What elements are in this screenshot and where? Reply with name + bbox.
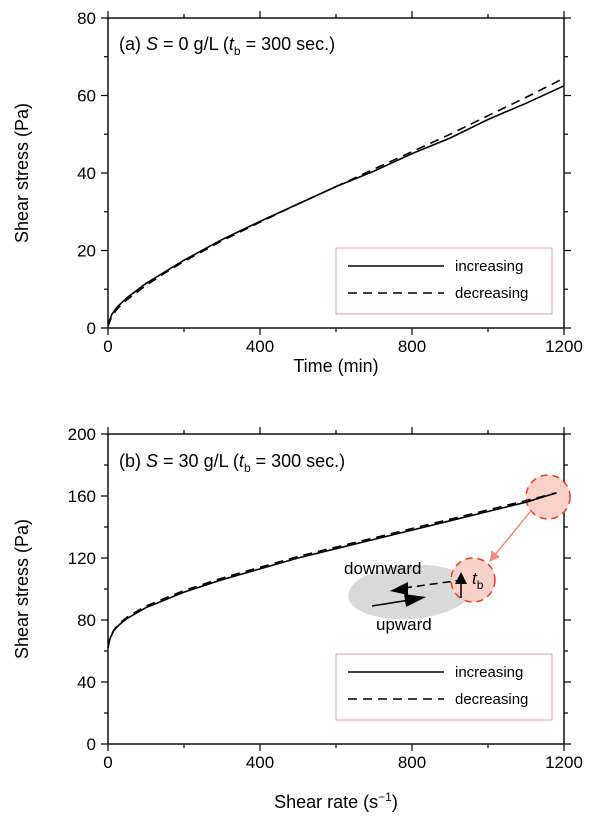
zoom-source-circle xyxy=(525,474,571,520)
panel-a-ylabel: Shear stress (Pa) xyxy=(12,103,32,243)
panel-b-title-var: S xyxy=(146,451,158,471)
panel-b-title-tail: = 300 sec.) xyxy=(251,451,346,471)
panel-a: 0 400 800 1200 0 20 40 60 80 (a) S = 0 g/L (tb =… xyxy=(12,9,583,376)
panel-b-ticks: 0 400 800 1200 0 40 80 120 160 200 xyxy=(68,425,583,772)
zoom-arrow xyxy=(489,511,531,562)
panel-a-title-tsub: b xyxy=(234,44,241,58)
panel-b-ylabel: Shear stress (Pa) xyxy=(12,519,32,659)
panel-a-title-eq: = 0 g/L ( xyxy=(158,34,229,54)
panel-b-title-tvar: t xyxy=(239,451,245,471)
panel-a-legend: increasing decreasing xyxy=(335,247,553,315)
panel-b-ytick-label: 160 xyxy=(68,487,96,506)
panel-b-legend-box xyxy=(335,653,553,721)
panel-a-xtick-label: 400 xyxy=(246,337,274,356)
zoom-target-circle xyxy=(450,557,496,603)
panel-b-title: (b) S = 30 g/L (tb = 300 sec.) xyxy=(119,451,345,475)
panel-b-title-label: (b) xyxy=(119,451,141,471)
panel-a-title-tail: = 300 sec.) xyxy=(241,34,336,54)
panel-b-legend-increasing: increasing xyxy=(455,664,523,681)
panel-b-series-increasing xyxy=(107,492,557,649)
downward-arrowhead xyxy=(390,582,408,595)
panel-a-title: (a) S = 0 g/L (tb = 300 sec.) xyxy=(119,34,335,58)
panel-a-legend-box xyxy=(335,247,553,315)
panel-a-title-tvar: t xyxy=(229,34,235,54)
panel-b-xlabel-tail: ) xyxy=(392,792,398,812)
annotation-tb-sub: b xyxy=(477,578,484,592)
panel-a-lines xyxy=(107,77,565,327)
panel-a-ytick-label: 60 xyxy=(77,87,96,106)
panel-b-xtick-label: 800 xyxy=(398,753,426,772)
panel-a-ticks: 0 400 800 1200 0 20 40 60 80 xyxy=(77,9,583,356)
panel-b-xlabel-sup: −1 xyxy=(378,790,392,804)
panel-a-ytick-label: 20 xyxy=(77,242,96,261)
panel-b-ytick-label: 200 xyxy=(68,425,96,444)
panel-a-title-label: (a) xyxy=(119,34,141,54)
panel-b-ytick-label: 120 xyxy=(68,549,96,568)
panel-b-xtick-label: 0 xyxy=(103,753,112,772)
panel-b-ytick-label: 0 xyxy=(87,735,96,754)
panel-b-xtick-label: 400 xyxy=(246,753,274,772)
panel-a-series-decreasing xyxy=(107,77,565,327)
panel-b-ytick-label: 40 xyxy=(77,673,96,692)
panel-b-xlabel: Shear rate (s−1) xyxy=(274,790,398,812)
panel-b-legend: increasing decreasing xyxy=(335,653,553,721)
panel-a-xlabel: Time (min) xyxy=(293,356,378,376)
panel-b-title-eq: = 30 g/L ( xyxy=(158,451,239,471)
panel-b: 0 400 800 1200 0 40 80 120 160 200 downward upwar… xyxy=(12,425,583,812)
panel-a-ytick-label: 80 xyxy=(77,9,96,28)
panel-b-legend-decreasing: decreasing xyxy=(455,691,528,708)
downward-line xyxy=(403,579,463,589)
upward-arrowhead xyxy=(404,594,426,607)
tb-arrowhead xyxy=(455,572,467,584)
panel-a-xtick-label: 0 xyxy=(103,337,112,356)
panel-b-series-decreasing xyxy=(107,492,557,649)
panel-a-title-var: S xyxy=(146,34,158,54)
panel-a-xtick-label: 800 xyxy=(398,337,426,356)
panel-b-xlabel-main: Shear rate (s xyxy=(274,792,378,812)
annotation-upward: upward xyxy=(376,615,432,634)
panel-a-ytick-label: 40 xyxy=(77,164,96,183)
panel-b-lines xyxy=(107,492,557,649)
panel-b-ytick-label: 80 xyxy=(77,611,96,630)
panel-a-legend-decreasing: decreasing xyxy=(455,285,528,302)
panel-a-ytick-label: 0 xyxy=(87,319,96,338)
annotation-downward: downward xyxy=(344,559,422,578)
annotation-tb-var: t xyxy=(472,569,478,588)
panel-a-legend-increasing: increasing xyxy=(455,258,523,275)
hysteresis-ellipse xyxy=(348,564,472,620)
annotation-tb: tb xyxy=(472,569,484,592)
panel-a-xtick-label: 1200 xyxy=(545,337,583,356)
panel-b-title-tsub: b xyxy=(244,461,251,475)
panel-b-xtick-label: 1200 xyxy=(545,753,583,772)
